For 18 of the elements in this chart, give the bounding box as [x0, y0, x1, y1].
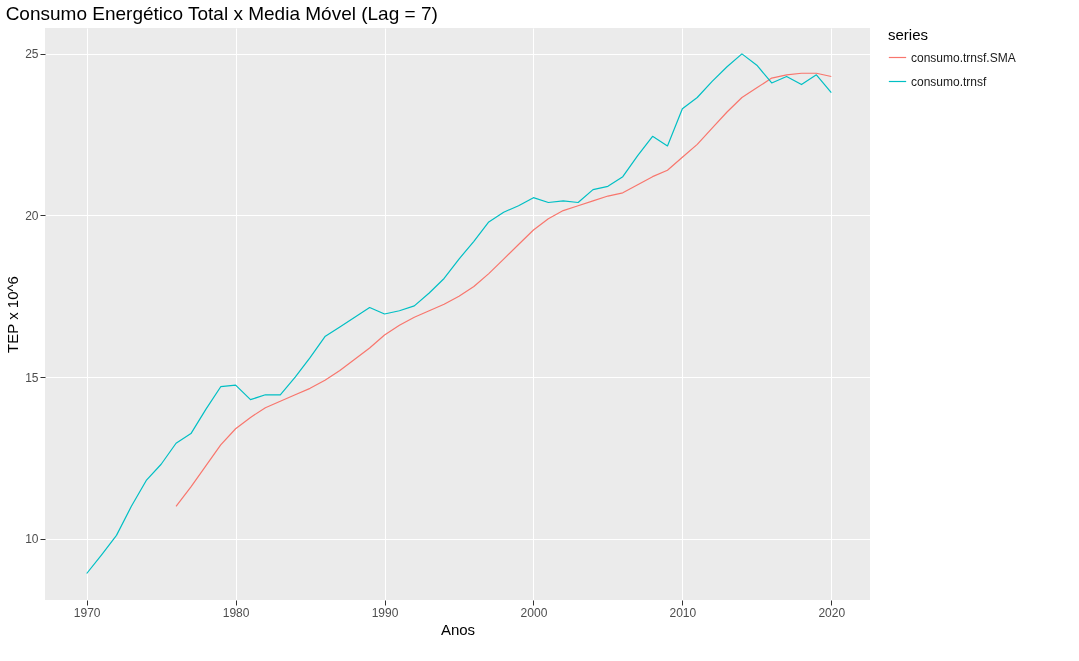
chart-title: Consumo Energético Total x Media Móvel (Lag = 7) — [5, 3, 438, 24]
legend-label: consumo.trnsf — [911, 74, 988, 89]
legend-label: consumo.trnsf.SMA — [911, 50, 1016, 65]
x-tick-label: 1980 — [222, 605, 250, 620]
legend-title: series — [888, 26, 929, 43]
y-tick-label: 20 — [25, 208, 39, 223]
line-series — [86, 53, 832, 575]
x-tick-label: 2020 — [818, 605, 846, 620]
x-tick-label: 2010 — [669, 605, 697, 620]
y-axis-title: TEP x 10^6 — [4, 276, 22, 353]
y-tick-label: 10 — [25, 532, 39, 547]
line-series — [175, 72, 832, 507]
x-tick-label: 1970 — [73, 605, 101, 620]
x-tick-label: 2000 — [520, 605, 548, 620]
y-tick-label: 15 — [25, 370, 39, 385]
x-axis-title: Anos — [440, 620, 476, 638]
y-tick-label: 25 — [25, 47, 39, 62]
x-tick-label: 1990 — [371, 605, 399, 620]
